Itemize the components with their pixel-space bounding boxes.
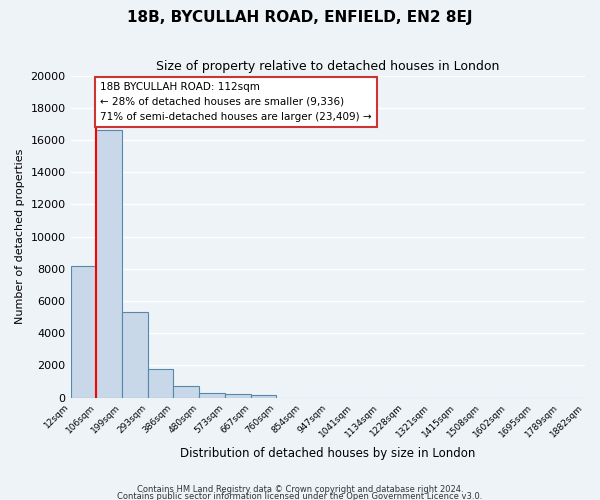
- Bar: [251, 395, 277, 398]
- Bar: [225, 394, 251, 398]
- Text: 18B, BYCULLAH ROAD, ENFIELD, EN2 8EJ: 18B, BYCULLAH ROAD, ENFIELD, EN2 8EJ: [127, 10, 473, 25]
- Bar: [199, 393, 225, 398]
- Text: Contains public sector information licensed under the Open Government Licence v3: Contains public sector information licen…: [118, 492, 482, 500]
- Text: Contains HM Land Registry data © Crown copyright and database right 2024.: Contains HM Land Registry data © Crown c…: [137, 486, 463, 494]
- Bar: [96, 130, 122, 398]
- Title: Size of property relative to detached houses in London: Size of property relative to detached ho…: [156, 60, 499, 73]
- Text: 18B BYCULLAH ROAD: 112sqm
← 28% of detached houses are smaller (9,336)
71% of se: 18B BYCULLAH ROAD: 112sqm ← 28% of detac…: [100, 82, 372, 122]
- Bar: [71, 266, 96, 398]
- Bar: [148, 370, 173, 398]
- X-axis label: Distribution of detached houses by size in London: Distribution of detached houses by size …: [180, 447, 475, 460]
- Y-axis label: Number of detached properties: Number of detached properties: [15, 149, 25, 324]
- Bar: [122, 312, 148, 398]
- Bar: [173, 386, 199, 398]
